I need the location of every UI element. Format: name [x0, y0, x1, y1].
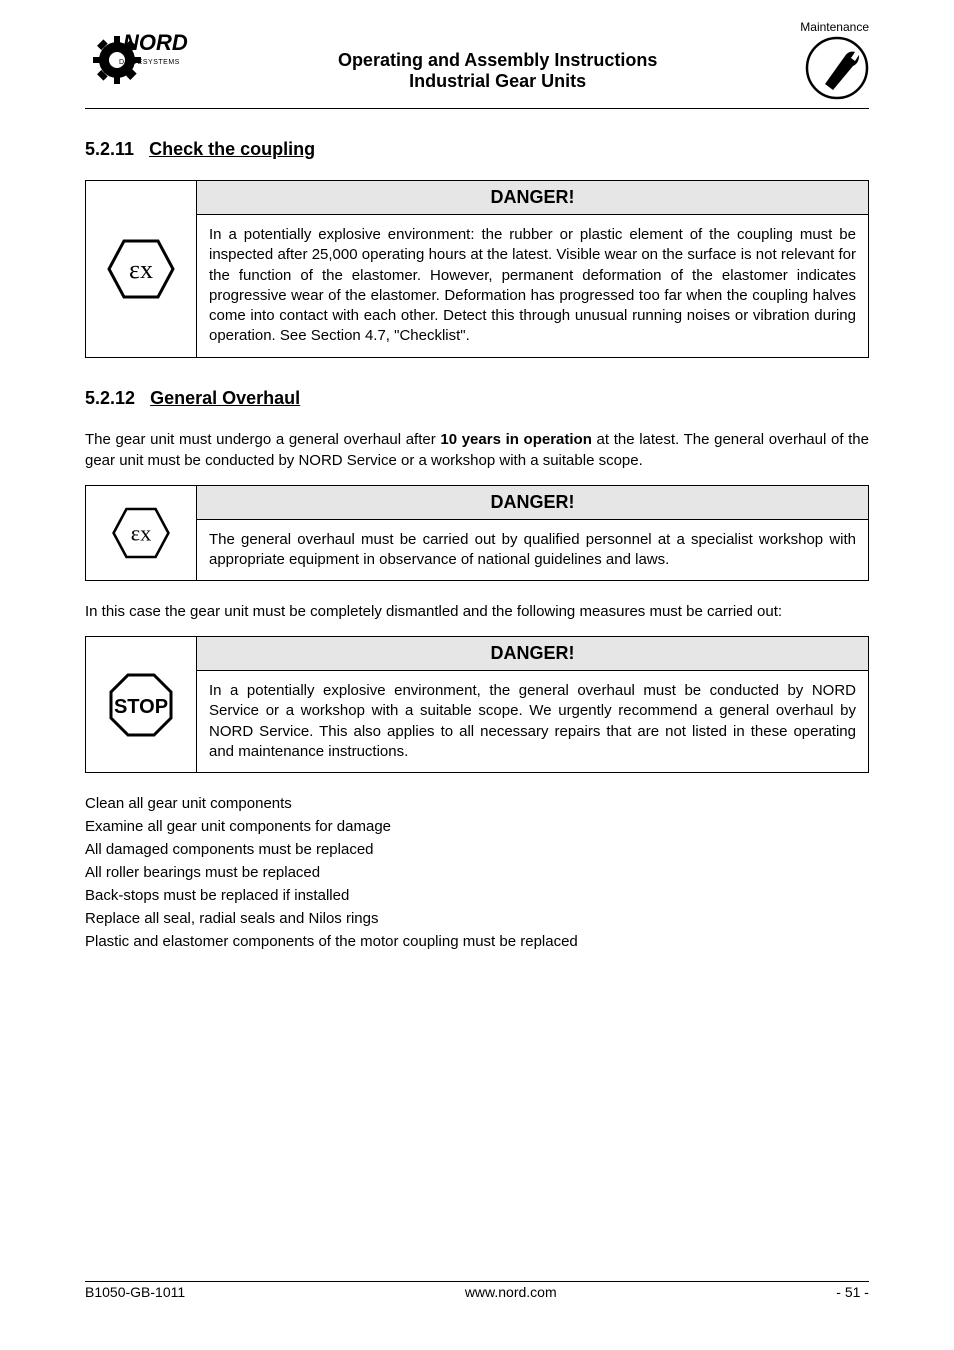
callout-ex-coupling-title: DANGER!: [196, 181, 868, 215]
header-badge-label: Maintenance: [800, 20, 869, 34]
section-5-2-11-title: Check the coupling: [149, 139, 315, 159]
section-5-2-11-heading: 5.2.11 Check the coupling: [85, 139, 869, 160]
callout-stop-title: DANGER!: [196, 637, 868, 671]
overhaul-para-1: The gear unit must undergo a general ove…: [85, 429, 869, 471]
list-item: Plastic and elastomer components of the …: [85, 931, 869, 952]
section-5-2-11-num: 5.2.11: [85, 139, 134, 159]
page-footer: B1050-GB-1011 www.nord.com - 51 -: [85, 1281, 869, 1300]
svg-text:εx: εx: [131, 520, 151, 545]
footer-right: - 51 -: [836, 1284, 869, 1300]
callout-ex-coupling-icon-cell: εx: [86, 181, 196, 357]
callout-ex-overhaul-title: DANGER!: [196, 486, 868, 520]
list-item: Examine all gear unit components for dam…: [85, 816, 869, 837]
overhaul-bullet-list: Clean all gear unit components Examine a…: [85, 793, 869, 952]
callout-ex-coupling-body: In a potentially explosive environment: …: [196, 215, 868, 357]
footer-left: B1050-GB-1011: [85, 1284, 185, 1300]
header-title-line2: Industrial Gear Units: [195, 71, 800, 92]
section-5-2-12-num: 5.2.12: [85, 388, 135, 408]
overhaul-para-1-a: The gear unit must undergo a general ove…: [85, 431, 436, 448]
callout-stop-body: In a potentially explosive environment, …: [196, 671, 868, 772]
header-title-line1: Operating and Assembly Instructions: [195, 50, 800, 71]
svg-text:STOP: STOP: [114, 696, 168, 718]
callout-stop-icon-cell: STOP: [86, 637, 196, 772]
section-5-2-12-heading: 5.2.12 General Overhaul: [85, 388, 869, 409]
ex-icon: εx: [106, 238, 176, 300]
list-item: Back-stops must be replaced if installed: [85, 885, 869, 906]
svg-text:εx: εx: [129, 255, 153, 284]
overhaul-para-1-bold: 10 years in operation: [436, 431, 597, 448]
footer-center: www.nord.com: [465, 1284, 557, 1300]
svg-text:DRIVESYSTEMS: DRIVESYSTEMS: [119, 59, 180, 66]
page-header: NORD DRIVESYSTEMS Operating and Assembly…: [85, 20, 869, 109]
overhaul-para-2: In this case the gear unit must be compl…: [85, 601, 869, 622]
svg-text:NORD: NORD: [123, 30, 188, 55]
nord-logo: NORD DRIVESYSTEMS: [85, 20, 195, 94]
section-5-2-12-title: General Overhaul: [150, 388, 300, 408]
ex-icon: εx: [111, 506, 171, 560]
callout-ex-overhaul: εx DANGER! The general overhaul must be …: [85, 485, 869, 582]
header-title: Operating and Assembly Instructions Indu…: [195, 20, 800, 92]
list-item: Clean all gear unit components: [85, 793, 869, 814]
callout-stop-overhaul: STOP DANGER! In a potentially explosive …: [85, 636, 869, 773]
callout-ex-coupling: εx DANGER! In a potentially explosive en…: [85, 180, 869, 358]
wrench-icon: [805, 36, 869, 100]
stop-icon: STOP: [107, 671, 175, 739]
list-item: All damaged components must be replaced: [85, 839, 869, 860]
header-right: Maintenance: [800, 20, 869, 100]
callout-ex-overhaul-body: The general overhaul must be carried out…: [196, 520, 868, 581]
list-item: All roller bearings must be replaced: [85, 862, 869, 883]
callout-ex-overhaul-icon-cell: εx: [86, 486, 196, 581]
list-item: Replace all seal, radial seals and Nilos…: [85, 908, 869, 929]
